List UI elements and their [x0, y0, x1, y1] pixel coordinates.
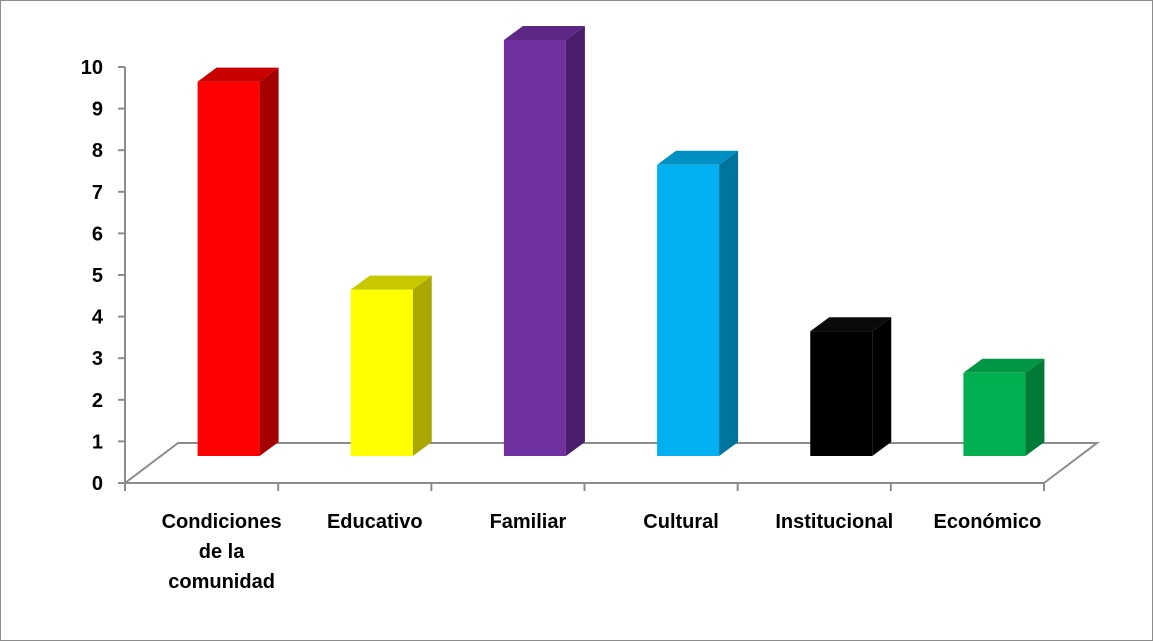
y-tick-label: 6 [92, 223, 103, 245]
bar-side [872, 317, 892, 456]
bar-side [719, 150, 739, 457]
bar [963, 372, 1026, 456]
y-tick-label: 10 [81, 57, 103, 79]
x-category-label: Educativo [327, 511, 423, 533]
x-category-label-line: comunidad [168, 571, 275, 593]
x-category-label: Cultural [643, 511, 719, 533]
y-tick-label: 1 [92, 431, 103, 453]
bar [503, 40, 566, 456]
x-category-label: Económico [934, 511, 1042, 533]
x-category-label-line: Económico [934, 511, 1042, 533]
bar [657, 164, 720, 457]
bar [810, 331, 873, 456]
bar [350, 289, 413, 456]
bar-top [963, 358, 1045, 373]
y-tick-label: 7 [92, 182, 103, 204]
y-tick-label: 3 [92, 348, 103, 370]
bar-top [657, 150, 739, 165]
x-category-label-line: Educativo [327, 511, 423, 533]
x-category-label-line: de la [199, 541, 245, 563]
bar-side [259, 67, 279, 456]
x-category-label-line: Familiar [490, 511, 567, 533]
x-category-label: Institucional [775, 511, 893, 533]
bar-top [503, 26, 585, 40]
x-category-label: Condiciones de la comunidad [162, 511, 282, 593]
bar-top [197, 67, 279, 82]
floor-back-edge [124, 442, 1100, 484]
x-category-label-line: Cultural [643, 511, 719, 533]
x-category-label: Familiar [490, 511, 567, 533]
y-tick-label: 9 [92, 99, 103, 121]
y-tick-label: 4 [92, 307, 104, 329]
bar-side [412, 275, 432, 456]
x-category-label-line: Institucional [775, 511, 893, 533]
y-tick-label: 0 [92, 473, 103, 495]
bar-side [565, 26, 585, 456]
bar-side [1025, 358, 1045, 456]
bar-top [350, 275, 432, 290]
bar [197, 81, 260, 456]
y-tick-label: 2 [92, 390, 103, 412]
y-tick-label: 5 [92, 265, 103, 287]
y-tick-label: 8 [92, 140, 103, 162]
bar-top [810, 317, 892, 332]
x-category-label-line: Condiciones [162, 511, 282, 533]
